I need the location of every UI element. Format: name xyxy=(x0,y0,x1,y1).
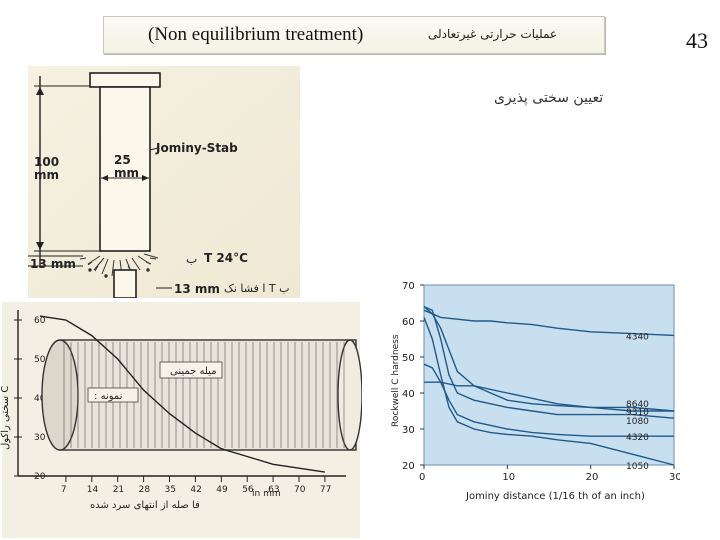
bar-x-tick-label: 70 xyxy=(294,485,306,495)
chart-y-tick-label: 20 xyxy=(402,461,415,472)
chart-y-tick-label: 50 xyxy=(402,353,415,364)
water-temp-label-fa: ب xyxy=(186,252,197,266)
bar-y-label: سختی راکول C xyxy=(0,386,11,450)
bar-y-tick-label: 30 xyxy=(34,433,46,443)
chart-series-label: 1050 xyxy=(626,462,649,472)
water-nozzle xyxy=(113,269,137,298)
water-spray xyxy=(79,253,159,280)
chart-x-tick-label: 30 xyxy=(669,472,680,483)
hardness-bar-figure: 60 50 40 30 20 7 14 21 28 35 42 49 56 63 70 77 میله جم… xyxy=(0,302,362,538)
bar-label: میله جمینی xyxy=(170,366,217,377)
subtitle: تعیین سختی پذیری xyxy=(494,90,604,106)
chart-y-tick-label: 70 xyxy=(402,281,415,292)
gap-label: 13 mm xyxy=(30,257,76,271)
length-label: 100 mm xyxy=(34,155,59,182)
chart-series-label: 4320 xyxy=(626,433,649,443)
bar-x-tick-label: 77 xyxy=(320,485,331,495)
bar-x-tick-label: 42 xyxy=(190,485,201,495)
nozzle-label-fa: ا فشا نک T ب xyxy=(224,282,289,295)
bar-x-unit: in mm xyxy=(252,489,281,499)
bar-x-tick-label: 49 xyxy=(216,485,228,495)
hardness-curve xyxy=(39,315,326,473)
sample-label: : نمونه xyxy=(94,391,122,402)
jominy-bar-right-end xyxy=(337,339,362,451)
chart-series-label: 1080 xyxy=(626,417,649,427)
bar-y-tick-label: 50 xyxy=(34,355,46,365)
chart-series-line xyxy=(423,317,675,466)
specimen-bar xyxy=(99,86,151,252)
bar-x-tick-label: 7 xyxy=(61,485,67,495)
chart-y-tick-label: 60 xyxy=(402,317,415,328)
chart-x-tick-label: 0 xyxy=(419,472,425,483)
bar-x-tick-label: 28 xyxy=(139,485,151,495)
bar-x-tick-label: 56 xyxy=(242,485,254,495)
bar-y-tick-label: 20 xyxy=(34,472,46,482)
figure-background xyxy=(28,66,300,298)
chart-y-axis-label: Rockwell C hardness xyxy=(391,334,401,427)
nozzle-label: 13 mm xyxy=(174,282,220,296)
chart-series-line xyxy=(424,381,674,412)
title-english: (Non equilibrium treatment) xyxy=(148,24,364,45)
bar-x-label: فا صله از انتهای سرد شده xyxy=(90,500,200,511)
specimen-label: Jominy-Stab xyxy=(155,141,238,155)
chart-series-label: 4340 xyxy=(626,332,649,342)
chart-series-line xyxy=(423,363,674,437)
page-number: 43 xyxy=(686,28,708,53)
chart-series-line xyxy=(423,305,675,419)
bar-x-tick-label: 21 xyxy=(113,485,124,495)
chart-y-tick-label: 30 xyxy=(402,425,415,436)
specimen-flange xyxy=(89,72,161,88)
bar-y-tick-label: 60 xyxy=(34,316,46,326)
water-temp-label: T 24°C xyxy=(204,251,248,265)
chart-y-tick-label: 40 xyxy=(402,389,415,400)
chart-x-axis-label: Jominy distance (1/16 th of an inch) xyxy=(465,491,645,502)
chart-series-label: 8640 xyxy=(626,400,649,410)
bar-y-tick-label: 40 xyxy=(34,394,46,404)
chart-series-line xyxy=(423,306,675,337)
title-persian: عملیات حرارتی غیرتعادلی xyxy=(428,27,558,41)
bar-x-tick-label: 63 xyxy=(268,485,279,495)
jominy-apparatus-figure: 100 mm 25 mm Jominy-Stab 13 mm T 24°C ب 13… xyxy=(28,66,300,298)
chart-x-tick-label: 10 xyxy=(502,472,515,483)
plot-area xyxy=(423,284,675,466)
bar-x-tick-label: 14 xyxy=(87,485,99,495)
title-box: (Non equilibrium treatment) عملیات حرارت… xyxy=(103,16,605,54)
jominy-bar-left-end xyxy=(41,339,79,451)
chart-x-tick-label: 20 xyxy=(586,472,599,483)
diameter-label: 25 mm xyxy=(114,153,139,180)
chart-series-label: 9310 xyxy=(626,408,649,418)
bar-x-tick-label: 35 xyxy=(165,485,176,495)
